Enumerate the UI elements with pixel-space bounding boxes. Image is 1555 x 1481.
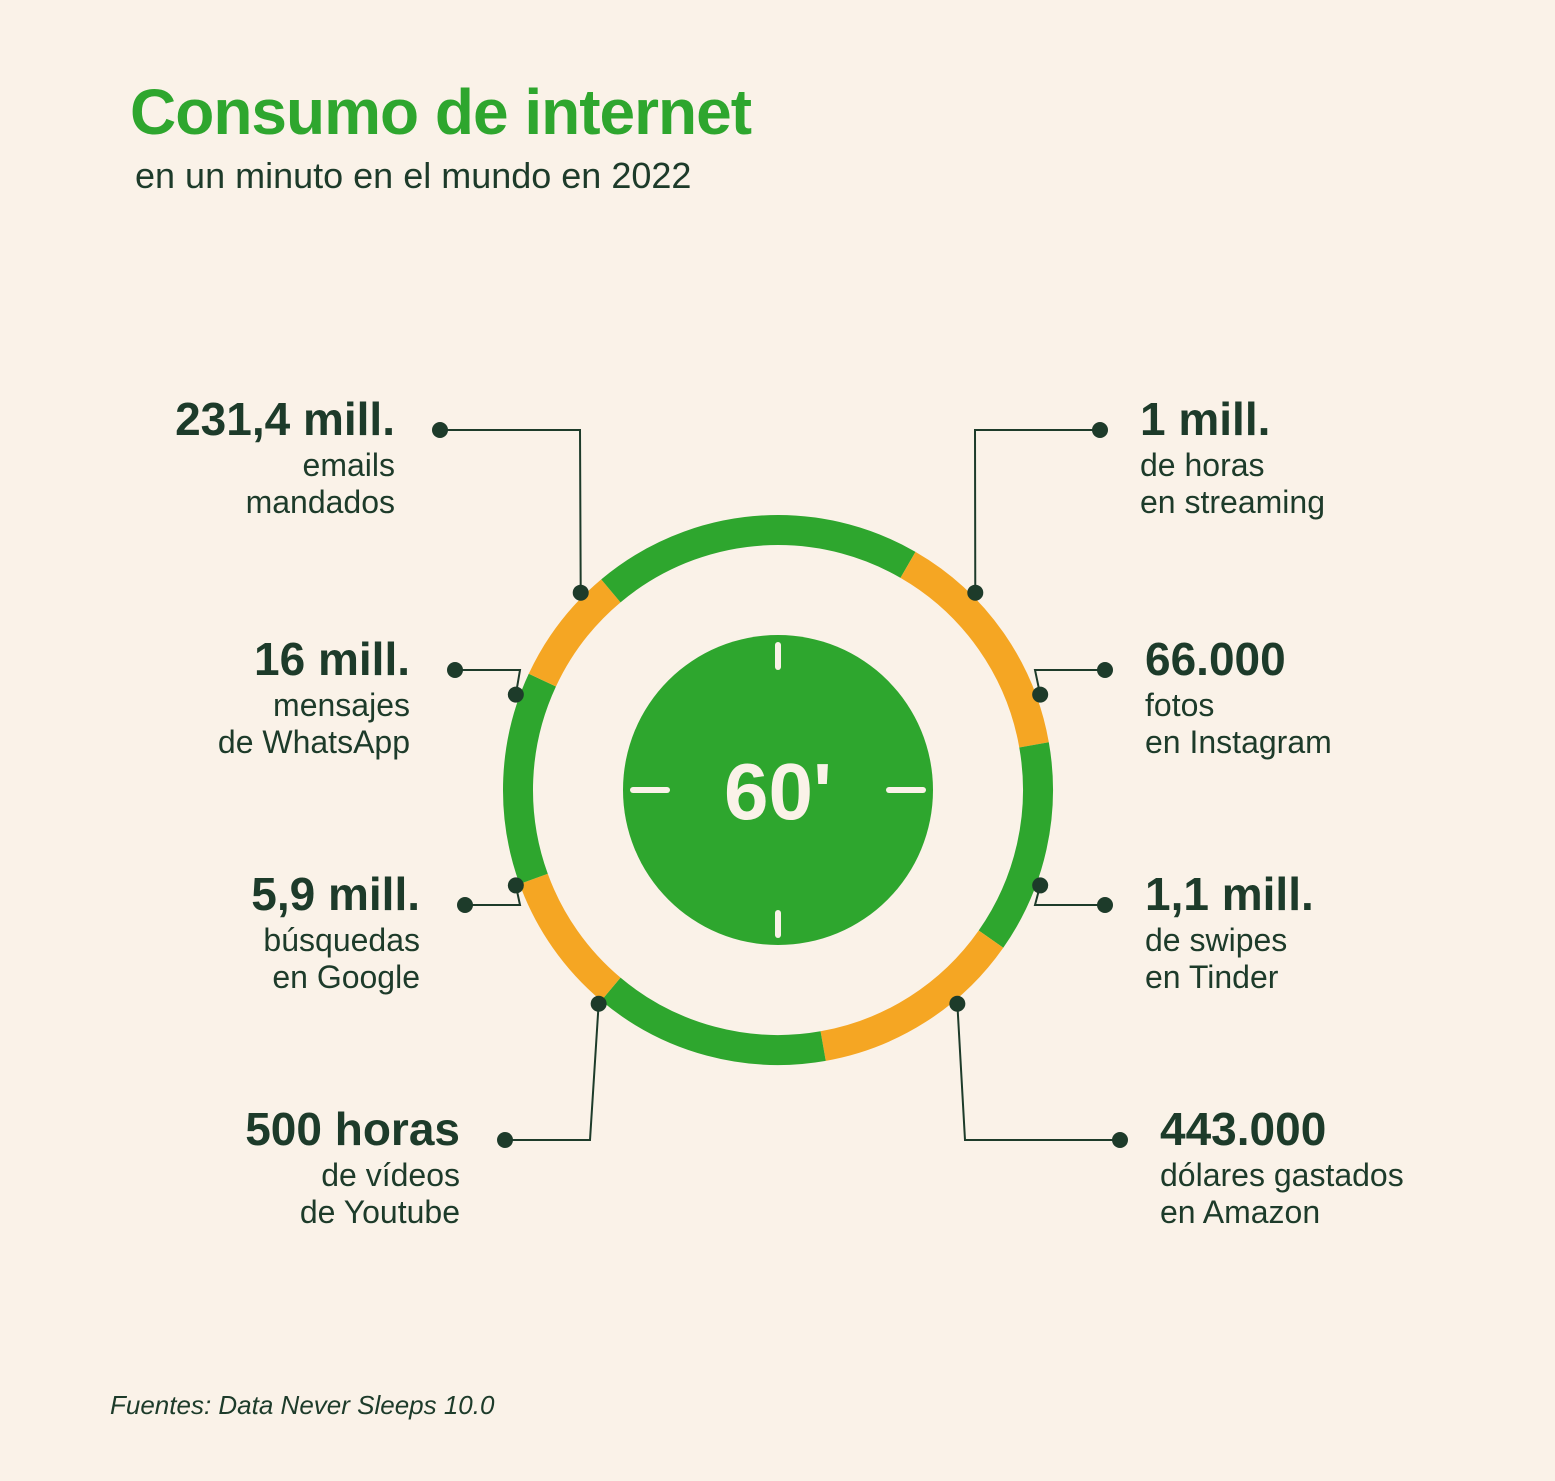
stat-description-line: búsquedas <box>251 922 420 959</box>
stat-description-line: emails <box>175 447 395 484</box>
connector-dot <box>1112 1132 1128 1148</box>
connector-dot <box>457 897 473 913</box>
connector-dot <box>432 422 448 438</box>
connector-dot <box>1097 662 1113 678</box>
ring-segment <box>534 879 611 989</box>
ring-segment <box>542 591 611 680</box>
connector-dot <box>497 1132 513 1148</box>
infographic-page: Consumo de internet en un minuto en el m… <box>0 0 1555 1481</box>
stat-description-line: en Amazon <box>1160 1194 1404 1231</box>
stat-description-line: de vídeos <box>245 1157 460 1194</box>
stat-description-line: fotos <box>1145 687 1332 724</box>
stat-whatsapp: 16 mill.mensajesde WhatsApp <box>218 635 410 761</box>
connector-dot <box>573 585 589 601</box>
connector-dot <box>508 877 524 893</box>
stat-value: 5,9 mill. <box>251 870 420 918</box>
clock-center: 60' <box>623 635 933 945</box>
stat-description-line: dólares gastados <box>1160 1157 1404 1194</box>
ring-segment <box>991 745 1038 939</box>
connector-line <box>440 430 581 593</box>
stat-description-line: mensajes <box>218 687 410 724</box>
stat-description: de swipesen Tinder <box>1145 922 1314 996</box>
connector-dot <box>1032 877 1048 893</box>
stat-description: de vídeosde Youtube <box>245 1157 460 1231</box>
stat-google: 5,9 mill.búsquedasen Google <box>251 870 420 996</box>
connector-dot <box>967 585 983 601</box>
stat-value: 66.000 <box>1145 635 1332 683</box>
stat-description: mensajesde WhatsApp <box>218 687 410 761</box>
clock-center-label: 60' <box>724 747 832 836</box>
connector-dot <box>591 996 607 1012</box>
stat-value: 443.000 <box>1160 1105 1404 1153</box>
connector-dot <box>508 687 524 703</box>
stat-instagram: 66.000fotosen Instagram <box>1145 635 1332 761</box>
stat-description: emailsmandados <box>175 447 395 521</box>
stat-tinder: 1,1 mill.de swipesen Tinder <box>1145 870 1314 996</box>
stat-description-line: de swipes <box>1145 922 1314 959</box>
stat-description: de horasen streaming <box>1140 447 1325 521</box>
ring-segment <box>823 939 991 1046</box>
stat-youtube: 500 horasde vídeosde Youtube <box>245 1105 460 1231</box>
stat-emails: 231,4 mill.emailsmandados <box>175 395 395 521</box>
ring-segment <box>778 530 908 565</box>
stat-description-line: de Youtube <box>245 1194 460 1231</box>
connector-dot <box>1032 687 1048 703</box>
stat-description-line: de horas <box>1140 447 1325 484</box>
stat-description: dólares gastadosen Amazon <box>1160 1157 1404 1231</box>
stat-value: 16 mill. <box>218 635 410 683</box>
stat-description-line: en Tinder <box>1145 959 1314 996</box>
stat-description: fotosen Instagram <box>1145 687 1332 761</box>
ring-segment <box>611 989 823 1050</box>
stat-description-line: mandados <box>175 484 395 521</box>
stat-description-line: en Instagram <box>1145 724 1332 761</box>
connector-dot <box>949 996 965 1012</box>
connector-dot <box>447 662 463 678</box>
stat-value: 1,1 mill. <box>1145 870 1314 918</box>
connector-line <box>505 1004 599 1140</box>
stat-description-line: en streaming <box>1140 484 1325 521</box>
stat-description: búsquedasen Google <box>251 922 420 996</box>
stat-value: 500 horas <box>245 1105 460 1153</box>
stat-description-line: de WhatsApp <box>218 724 410 761</box>
stat-description-line: en Google <box>251 959 420 996</box>
connector-line <box>975 430 1100 593</box>
connector-dot <box>1097 897 1113 913</box>
stat-value: 1 mill. <box>1140 395 1325 443</box>
stat-value: 231,4 mill. <box>175 395 395 443</box>
ring-segment <box>518 680 542 879</box>
stat-amazon: 443.000dólares gastadosen Amazon <box>1160 1105 1404 1231</box>
connector-dot <box>1092 422 1108 438</box>
connector-line <box>957 1004 1120 1140</box>
source-label: Fuentes: Data Never Sleeps 10.0 <box>110 1390 494 1421</box>
ring-segment <box>611 530 778 591</box>
stat-streaming: 1 mill.de horasen streaming <box>1140 395 1325 521</box>
